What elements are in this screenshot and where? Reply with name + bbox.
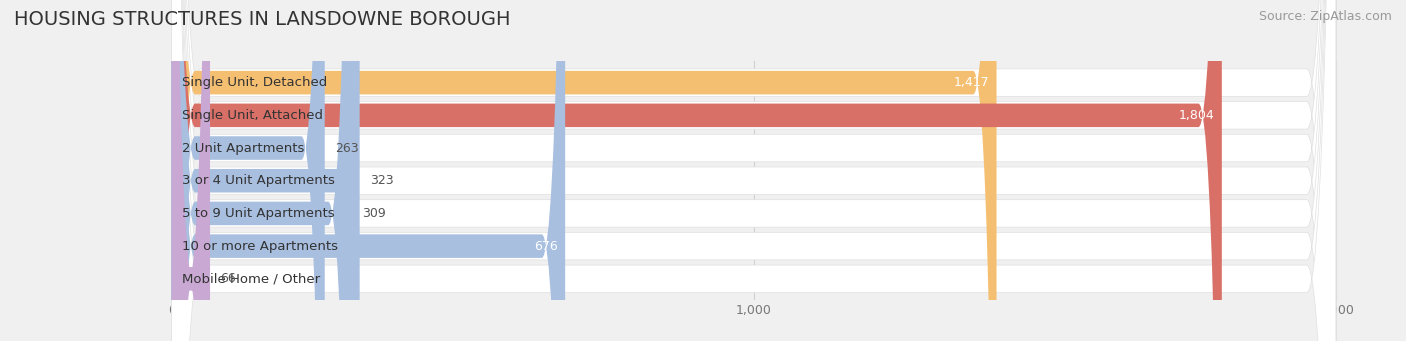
FancyBboxPatch shape [172,0,209,341]
Text: Single Unit, Detached: Single Unit, Detached [183,76,328,89]
FancyBboxPatch shape [172,0,1336,341]
FancyBboxPatch shape [172,0,360,341]
FancyBboxPatch shape [172,0,997,341]
Text: 5 to 9 Unit Apartments: 5 to 9 Unit Apartments [183,207,335,220]
Text: Mobile Home / Other: Mobile Home / Other [183,272,321,285]
Text: HOUSING STRUCTURES IN LANSDOWNE BOROUGH: HOUSING STRUCTURES IN LANSDOWNE BOROUGH [14,10,510,29]
Text: 2 Unit Apartments: 2 Unit Apartments [183,142,305,154]
Text: 1,804: 1,804 [1180,109,1215,122]
Text: 10 or more Apartments: 10 or more Apartments [183,240,337,253]
Text: Source: ZipAtlas.com: Source: ZipAtlas.com [1258,10,1392,23]
Text: Single Unit, Attached: Single Unit, Attached [183,109,323,122]
Text: 3 or 4 Unit Apartments: 3 or 4 Unit Apartments [183,174,335,187]
FancyBboxPatch shape [172,0,1336,341]
FancyBboxPatch shape [172,0,1336,341]
FancyBboxPatch shape [172,0,1222,341]
FancyBboxPatch shape [172,0,325,341]
FancyBboxPatch shape [172,0,1336,341]
FancyBboxPatch shape [172,0,565,341]
FancyBboxPatch shape [172,0,1336,341]
Text: 66: 66 [221,272,236,285]
Text: 676: 676 [534,240,558,253]
FancyBboxPatch shape [172,0,1336,341]
Text: 323: 323 [370,174,394,187]
Text: 263: 263 [335,142,359,154]
FancyBboxPatch shape [172,0,1336,341]
Text: 309: 309 [361,207,385,220]
FancyBboxPatch shape [172,0,352,341]
Text: 1,417: 1,417 [953,76,990,89]
